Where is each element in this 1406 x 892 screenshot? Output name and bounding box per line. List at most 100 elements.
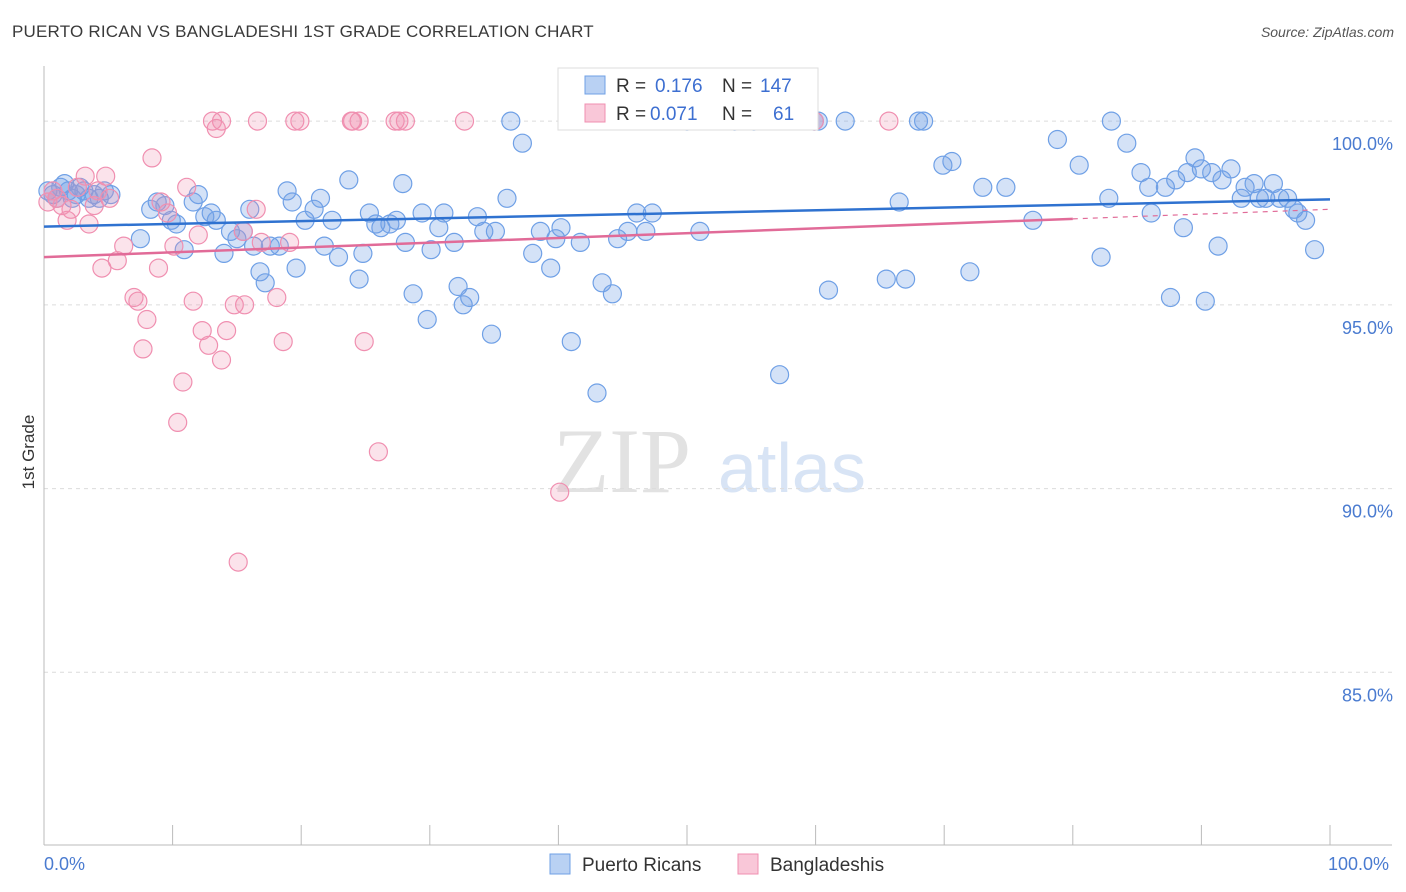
puerto-ricans-point-77 [551,218,571,238]
bangladeshis-point-34 [211,350,232,370]
x-tick-max: 100.0% [1328,854,1389,874]
puerto-ricans-point-98 [889,192,909,212]
trend-lines [43,198,1331,259]
y-axis-label: 1st Grade [19,415,38,490]
series-legend: Puerto Ricans Bangladeshis [549,853,884,876]
puerto-ricans-point-48 [353,243,373,263]
bangladeshis-point-49 [354,332,374,352]
puerto-ricans-trend-line [43,198,1331,228]
puerto-ricans-point-49 [359,203,379,223]
puerto-ricans-point-123 [1191,159,1212,179]
legend-r-value-2: 0.071 [650,104,698,125]
bangladeshis-point-13 [92,258,112,278]
puerto-ricans-point-116 [1141,203,1161,223]
puerto-ricans-point-109 [1069,155,1089,175]
bangladeshis-point-15 [114,236,134,256]
bangladeshis-point-53 [395,111,415,131]
puerto-ricans-point-92 [769,365,790,385]
puerto-ricans-point-96 [835,111,855,131]
bangladeshis-point-41 [251,232,271,252]
bangladeshis-point-47 [343,111,363,131]
legend-r-label-2: R = [616,104,646,125]
y-tick-label-1: 95.0% [1342,318,1393,338]
puerto-ricans-point-82 [602,284,623,304]
bangladeshis-point-39 [235,295,255,315]
bangladeshis-point-8 [79,214,99,234]
bangladeshis-point-37 [228,552,248,572]
puerto-ricans-point-103 [942,151,962,172]
y-tick-labels: 100.0% 95.0% 90.0% 85.0% [1332,134,1393,705]
puerto-ricans-point-26 [206,210,226,230]
bangladeshis-point-9 [84,196,104,216]
puerto-ricans-point-100 [908,111,929,131]
bangladeshis-point-43 [273,332,293,352]
puerto-ricans-point-27 [214,243,234,263]
bangladeshis-point-45 [285,111,305,131]
axes [43,66,1392,846]
puerto-ricans-point-65 [460,287,480,308]
puerto-ricans-point-29 [227,229,247,249]
bangladeshis-point-17 [128,291,148,311]
bangladeshis-point-31 [199,335,219,355]
puerto-ricans-point-46 [339,170,359,190]
puerto-ricans-point-132 [1249,188,1269,208]
bangladeshis-point-36 [224,295,244,315]
puerto-ricans-point-24 [195,207,215,227]
puerto-ricans-point-104 [960,262,980,282]
legend-swatch-bangladeshis [584,103,606,123]
bangladeshis-point-20 [142,148,162,168]
puerto-ricans-point-72 [512,133,533,153]
puerto-ricans-point-34 [255,273,275,293]
puerto-ricans-point-78 [561,332,581,352]
bangladeshis-point-11 [96,166,116,186]
bangladeshis-point-12 [99,188,120,208]
puerto-ricans-point-113 [1117,133,1137,153]
bangladeshis-point-60 [211,111,232,131]
puerto-ricans-point-118 [1160,287,1181,308]
puerto-ricans-point-97 [876,269,896,289]
bangladeshis-point-55 [550,482,570,502]
legend-n-label-2: N = [722,104,752,125]
bangladeshis-point-54 [454,111,475,131]
puerto-ricans-point-38 [282,192,302,212]
bangladeshis-point-40 [246,199,266,219]
watermark-zip: ZIP [553,410,691,512]
bangladeshis-point-58 [247,111,268,131]
x-tick-min: 0.0% [44,854,85,874]
puerto-ricans-point-86 [636,221,656,241]
puerto-ricans-point-128 [1221,159,1241,179]
puerto-ricans-point-58 [417,309,437,330]
bangladeshis-trend-line [43,217,1073,259]
puerto-ricans-point-83 [607,229,628,249]
bangladeshis-point-25 [168,412,188,432]
puerto-ricans-point-105 [973,177,993,197]
bangladeshis-point-59 [290,111,310,131]
bangladeshis-point-38 [233,221,253,241]
bangladeshis-point-26 [173,372,193,392]
puerto-ricans-point-41 [304,199,324,219]
puerto-ricans-point-11 [84,185,104,205]
puerto-ricans-point-47 [349,269,369,289]
legend-r-value-1: 0.176 [655,76,703,97]
puerto-ricans-point-106 [996,177,1016,197]
puerto-ricans-point-64 [453,295,473,315]
puerto-ricans-point-112 [1101,111,1122,131]
puerto-ricans-point-70 [497,188,517,208]
y-tick-label-2: 90.0% [1342,502,1393,522]
bangladeshis-point-6 [67,177,88,197]
puerto-ricans-point-75 [541,258,561,278]
bangladeshis-point-35 [217,321,237,341]
puerto-ricans-point-74 [530,221,551,241]
legend-n-value-2: 61 [773,104,794,125]
puerto-ricans-point-139 [1295,210,1316,230]
puerto-ricans-point-124 [1195,291,1215,311]
puerto-ricans-point-15 [130,229,150,249]
bangladeshis-point-42 [267,287,287,308]
bangladeshis-point-27 [177,177,197,197]
puerto-ricans-point-63 [448,276,468,297]
bangladeshis-point-21 [148,258,169,278]
puerto-ricans-point-33 [250,262,270,282]
puerto-ricans-point-73 [523,243,543,263]
chart-source: Source: ZipAtlas.com [1260,24,1394,40]
bangladeshis-point-52 [389,111,409,131]
